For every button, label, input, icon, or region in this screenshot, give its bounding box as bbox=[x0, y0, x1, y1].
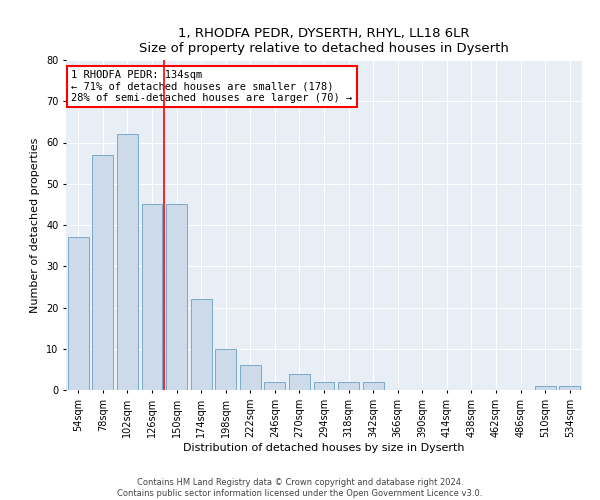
Text: 1 RHODFA PEDR: 134sqm
← 71% of detached houses are smaller (178)
28% of semi-det: 1 RHODFA PEDR: 134sqm ← 71% of detached … bbox=[71, 70, 352, 103]
Y-axis label: Number of detached properties: Number of detached properties bbox=[31, 138, 40, 312]
Bar bbox=[240, 365, 261, 390]
Bar bbox=[535, 386, 556, 390]
Bar bbox=[68, 238, 89, 390]
Bar bbox=[289, 374, 310, 390]
Bar bbox=[314, 382, 334, 390]
Bar bbox=[142, 204, 163, 390]
Bar bbox=[338, 382, 359, 390]
Bar bbox=[265, 382, 286, 390]
Title: 1, RHODFA PEDR, DYSERTH, RHYL, LL18 6LR
Size of property relative to detached ho: 1, RHODFA PEDR, DYSERTH, RHYL, LL18 6LR … bbox=[139, 26, 509, 54]
Bar bbox=[117, 134, 138, 390]
Bar bbox=[92, 155, 113, 390]
Bar bbox=[362, 382, 383, 390]
X-axis label: Distribution of detached houses by size in Dyserth: Distribution of detached houses by size … bbox=[183, 442, 465, 452]
Bar bbox=[191, 299, 212, 390]
Bar bbox=[166, 204, 187, 390]
Text: Contains HM Land Registry data © Crown copyright and database right 2024.
Contai: Contains HM Land Registry data © Crown c… bbox=[118, 478, 482, 498]
Bar bbox=[215, 349, 236, 390]
Bar bbox=[559, 386, 580, 390]
